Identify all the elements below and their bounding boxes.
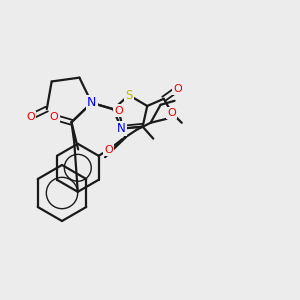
Text: O: O <box>50 112 58 122</box>
Text: S: S <box>125 89 133 102</box>
Text: O: O <box>114 106 123 116</box>
Text: O: O <box>167 108 176 118</box>
Text: O: O <box>104 145 113 155</box>
Text: N: N <box>117 122 126 135</box>
Text: O: O <box>26 112 35 122</box>
Text: O: O <box>173 84 182 94</box>
Text: N: N <box>87 96 96 109</box>
